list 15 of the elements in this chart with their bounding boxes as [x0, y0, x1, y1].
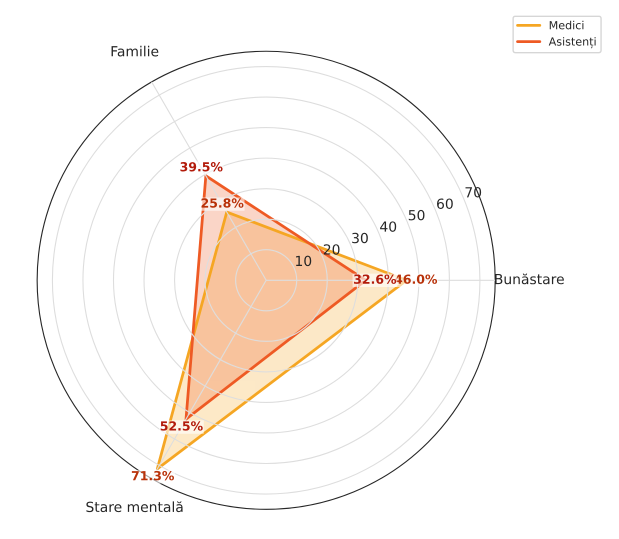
y-tick-label: 60 [437, 198, 453, 209]
data-label: 25.8% [202, 198, 244, 208]
data-label: 52.5% [160, 421, 203, 431]
spoke-label: Stare mentală [86, 501, 183, 512]
y-tick-label: 10 [296, 256, 312, 266]
y-tick-label: 40 [380, 221, 396, 232]
data-label: 71.3% [132, 470, 174, 480]
data-label: 32.6% [354, 274, 396, 284]
spoke-label: Familie [112, 46, 158, 56]
data-label: 46.0% [394, 274, 438, 284]
legend-label: Medici [550, 20, 584, 30]
data-label: 39.5% [180, 162, 223, 172]
y-tick-label: 30 [352, 232, 368, 244]
y-tick-label: 50 [408, 210, 424, 220]
legend-label: Asistenți [548, 37, 596, 48]
